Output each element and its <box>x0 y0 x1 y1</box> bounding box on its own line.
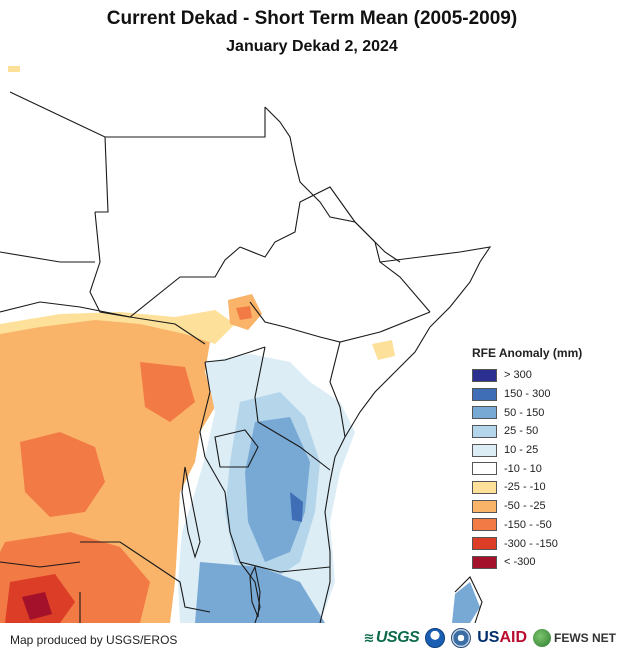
legend-label: 25 - 50 <box>504 425 539 438</box>
legend-item: -300 - -150 <box>472 534 620 553</box>
anomaly-layer <box>0 66 480 623</box>
noaa-logo-icon <box>425 628 446 648</box>
map-title: Current Dekad - Short Term Mean (2005-20… <box>106 8 518 29</box>
legend-swatch <box>472 443 497 457</box>
border-ethiopia-south <box>249 301 431 343</box>
legend-swatch <box>472 368 497 382</box>
anomaly-very-dry-patch-1 <box>20 432 105 517</box>
legend-item: 25 - 50 <box>472 422 620 441</box>
border-car-drc <box>0 301 131 318</box>
coast-kenya-tanzania <box>319 436 346 623</box>
border-south-sudan-ethiopia <box>239 186 356 258</box>
border-egypt-sudan <box>9 91 266 138</box>
legend-swatch <box>472 480 497 494</box>
coast-lake-victoria <box>214 429 259 468</box>
footer: Map produced by USGS/EROS ≋ USGS US AID F… <box>0 623 624 653</box>
border-ethiopia-somalia <box>354 221 431 313</box>
border-drc-tanzania <box>204 456 241 563</box>
usgs-logo: ≋ USGS <box>363 629 419 647</box>
legend-label: -150 - -50 <box>504 518 552 531</box>
coast-gulf-of-aden <box>379 246 492 328</box>
fews-globe-icon <box>533 629 551 647</box>
legend-label: 50 - 150 <box>504 406 545 419</box>
fews-net-logo-text: FEWS NET <box>554 631 616 645</box>
legend-item: -10 - 10 <box>472 459 620 478</box>
anomaly-dry-ethiopia-core <box>236 306 252 320</box>
anomaly-dry-topleft-speck <box>8 66 20 72</box>
legend-label: -50 - -25 <box>504 500 546 513</box>
anomaly-wet-very-strong <box>290 492 303 522</box>
anomaly-severe-dry-core <box>22 592 52 620</box>
map-credit: Map produced by USGS/EROS <box>10 633 178 647</box>
legend-item: 10 - 25 <box>472 441 620 460</box>
legend-swatch <box>472 555 497 569</box>
legend-item: -25 - -10 <box>472 478 620 497</box>
border-south-sudan-uganda <box>204 346 266 363</box>
usaid-logo-us: US <box>477 629 500 646</box>
legend-item: -150 - -50 <box>472 516 620 535</box>
coast-red-sea <box>264 106 401 263</box>
usgs-wave-icon: ≋ <box>363 630 374 645</box>
legend-title: RFE Anomaly (mm) <box>472 346 583 360</box>
coast-madagascar <box>454 576 483 623</box>
legend-swatch <box>472 387 497 401</box>
partner-logos: ≋ USGS US AID FEWS NET <box>363 628 616 648</box>
legend-item: 50 - 150 <box>472 403 620 422</box>
anomaly-dry-somalia-patch <box>372 340 395 360</box>
legend-item: < -300 <box>472 553 620 572</box>
legend-rows: > 300 150 - 300 50 - 150 25 - 50 10 - 25 -10 … <box>472 366 620 572</box>
legend-swatch <box>472 406 497 420</box>
coast-somalia-east <box>344 326 431 438</box>
legend-swatch <box>472 537 497 551</box>
legend-label: -300 - -150 <box>504 537 558 550</box>
legend-label: -10 - 10 <box>504 462 542 475</box>
border-libya-sudan <box>95 136 109 213</box>
legend-swatch <box>472 518 497 532</box>
legend-label: -25 - -10 <box>504 481 546 494</box>
coast-lake-malawi <box>249 565 261 618</box>
coast-lake-tanganyika <box>181 466 201 559</box>
border-angola-drc <box>0 561 81 568</box>
legend-label: < -300 <box>504 556 536 569</box>
fews-net-logo: FEWS NET <box>533 629 616 647</box>
coastline <box>181 106 492 623</box>
border-chad-sudan <box>89 211 241 318</box>
legend-swatch <box>472 499 497 513</box>
legend-item: > 300 <box>472 366 620 385</box>
border-tanzania-mozambique <box>239 561 331 573</box>
legend-item: -50 - -25 <box>472 497 620 516</box>
border-kenya-tanzania <box>257 421 331 471</box>
border-uganda-drc <box>199 361 211 458</box>
border-sudan-south-sudan <box>129 316 206 345</box>
legend-label: 10 - 25 <box>504 444 539 457</box>
legend-label: > 300 <box>504 369 532 382</box>
border-uganda-kenya <box>254 346 266 423</box>
usaid-logo-aid: AID <box>499 629 527 646</box>
usgs-logo-text: USGS <box>375 629 420 646</box>
usaid-logo: US AID <box>477 629 527 647</box>
rainfall-anomaly-map <box>0 66 492 623</box>
legend-label: 150 - 300 <box>504 388 551 401</box>
anomaly-moderate-dry-belt <box>0 310 235 344</box>
legend-swatch <box>472 424 497 438</box>
border-drc-zambia <box>80 541 211 613</box>
map-subtitle: January Dekad 2, 2024 <box>226 38 398 55</box>
anomaly-wet-madagascar <box>452 582 480 623</box>
doi-seal-icon <box>451 628 472 648</box>
anomaly-very-dry-patch-2 <box>140 362 195 422</box>
legend-swatch <box>472 462 497 476</box>
legend-item: 150 - 300 <box>472 385 620 404</box>
anomaly-wet-strong <box>245 417 310 562</box>
border-kenya-somalia <box>329 341 346 438</box>
border-west-top <box>0 251 95 263</box>
legend: RFE Anomaly (mm) > 300 150 - 300 50 - 150 2… <box>472 346 620 572</box>
